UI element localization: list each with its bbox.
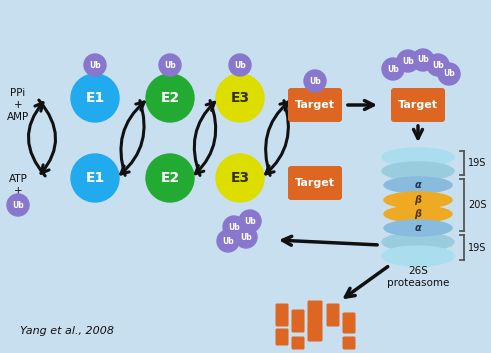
Circle shape (412, 49, 434, 71)
Circle shape (304, 70, 326, 92)
Circle shape (229, 54, 251, 76)
Circle shape (216, 154, 264, 202)
Text: Ub: Ub (222, 237, 234, 245)
Text: 19S: 19S (468, 243, 487, 253)
Ellipse shape (384, 177, 452, 193)
FancyBboxPatch shape (307, 300, 323, 322)
Ellipse shape (382, 162, 454, 180)
Text: PPi
+
AMP: PPi + AMP (7, 88, 29, 121)
Text: α: α (414, 223, 421, 233)
Text: Ub: Ub (402, 56, 414, 66)
FancyBboxPatch shape (288, 166, 342, 200)
Text: β: β (414, 209, 421, 219)
Circle shape (427, 54, 449, 76)
FancyBboxPatch shape (327, 304, 339, 327)
FancyBboxPatch shape (307, 321, 323, 341)
Text: Target: Target (398, 100, 438, 110)
FancyBboxPatch shape (391, 88, 445, 122)
FancyBboxPatch shape (292, 310, 304, 333)
Circle shape (438, 63, 460, 85)
Text: Ub: Ub (309, 77, 321, 85)
Circle shape (159, 54, 181, 76)
Circle shape (397, 50, 419, 72)
Ellipse shape (384, 220, 452, 236)
Circle shape (216, 74, 264, 122)
Text: α: α (414, 180, 421, 190)
Text: Ub: Ub (228, 222, 240, 232)
Text: Ub: Ub (89, 60, 101, 70)
Text: Ub: Ub (443, 70, 455, 78)
Ellipse shape (382, 148, 454, 166)
Text: E3: E3 (230, 171, 249, 185)
Circle shape (71, 154, 119, 202)
Ellipse shape (384, 192, 452, 208)
Text: E2: E2 (161, 171, 180, 185)
Text: E1: E1 (85, 91, 105, 105)
Text: ATP
+: ATP + (8, 174, 27, 196)
Circle shape (217, 230, 239, 252)
Text: E3: E3 (230, 91, 249, 105)
FancyBboxPatch shape (343, 312, 355, 334)
Circle shape (235, 226, 257, 248)
Circle shape (84, 54, 106, 76)
Text: Ub: Ub (387, 65, 399, 73)
Text: Ub: Ub (234, 60, 246, 70)
Circle shape (239, 210, 261, 232)
Ellipse shape (382, 233, 454, 251)
Text: Ub: Ub (244, 216, 256, 226)
Circle shape (146, 154, 194, 202)
Text: Target: Target (295, 178, 335, 188)
Ellipse shape (384, 206, 452, 222)
Text: Yang et al., 2008: Yang et al., 2008 (20, 326, 114, 336)
Text: 26S
proteasome: 26S proteasome (387, 266, 449, 288)
FancyBboxPatch shape (275, 329, 289, 346)
Text: Ub: Ub (240, 233, 252, 241)
Circle shape (146, 74, 194, 122)
Text: Ub: Ub (432, 60, 444, 70)
Text: Ub: Ub (417, 55, 429, 65)
Circle shape (223, 216, 245, 238)
FancyBboxPatch shape (275, 304, 289, 327)
Text: E1: E1 (85, 171, 105, 185)
FancyBboxPatch shape (292, 336, 304, 349)
Text: β: β (414, 195, 421, 205)
Circle shape (7, 194, 29, 216)
Circle shape (71, 74, 119, 122)
FancyBboxPatch shape (343, 336, 355, 349)
Circle shape (382, 58, 404, 80)
Text: E2: E2 (161, 91, 180, 105)
FancyBboxPatch shape (288, 88, 342, 122)
Ellipse shape (382, 246, 454, 266)
Text: 20S: 20S (468, 200, 487, 210)
Text: Ub: Ub (164, 60, 176, 70)
Text: Ub: Ub (12, 201, 24, 209)
Text: Target: Target (295, 100, 335, 110)
Text: 19S: 19S (468, 158, 487, 168)
